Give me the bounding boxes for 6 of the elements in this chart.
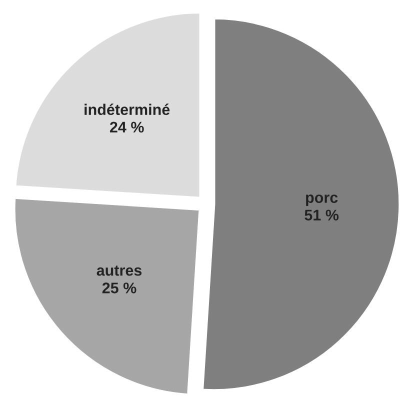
slice-label: porc xyxy=(306,194,338,206)
slice-label: indéterminé xyxy=(84,104,170,116)
data-label: 51 % xyxy=(304,210,339,221)
data-label: 24 % xyxy=(110,122,144,133)
slice-label: autres xyxy=(96,266,142,276)
data-label: 25 % xyxy=(102,282,136,294)
